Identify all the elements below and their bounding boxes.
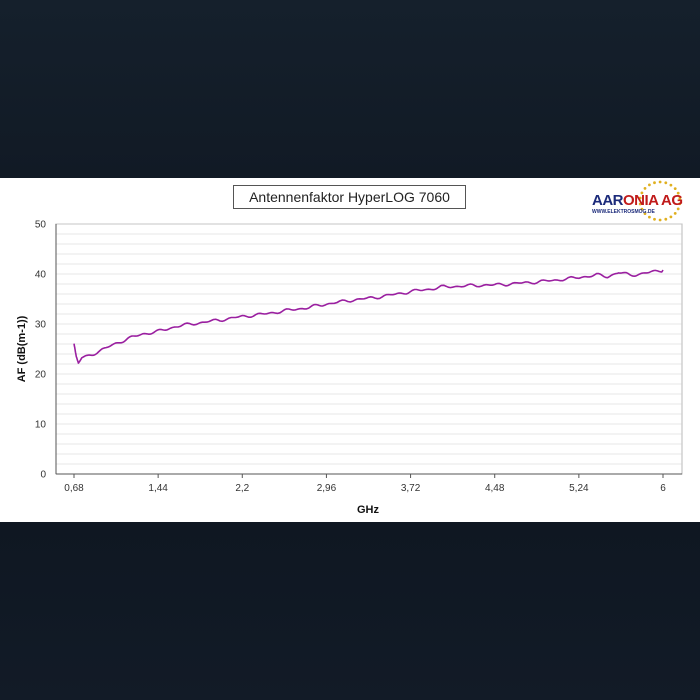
y-tick-label: 0 <box>40 470 46 481</box>
chart-title: Antennenfaktor HyperLOG 7060 <box>233 185 466 209</box>
y-tick-label: 20 <box>35 370 47 381</box>
y-tick-label: 30 <box>35 320 47 331</box>
x-tick-label: 3,72 <box>401 483 421 494</box>
x-axis-label: GHz <box>357 504 380 516</box>
x-tick-label: 0,68 <box>64 483 84 494</box>
x-tick-label: 5,24 <box>569 483 589 494</box>
logo-brand: AARONIA AG <box>592 192 683 209</box>
y-tick-label: 50 <box>35 220 47 231</box>
x-tick-label: 6 <box>660 483 666 494</box>
x-tick-label: 1,44 <box>148 483 168 494</box>
series-line <box>73 269 664 364</box>
logo-url: WWW.ELEKTROSMOG.DE <box>592 209 655 215</box>
x-tick-label: 2,2 <box>235 483 249 494</box>
x-tick-label: 4,48 <box>485 483 505 494</box>
y-tick-label: 10 <box>35 420 47 431</box>
line-chart: 0 10 20 30 40 50 0,68 1,44 2,2 2,96 3,72 4,48 5,24 6 G… <box>16 220 683 516</box>
aaronia-logo: AARONIA AG WWW.ELEKTROSMOG.DE <box>586 180 686 222</box>
y-tick-label: 40 <box>35 270 47 281</box>
logo-ring-icon <box>638 180 682 222</box>
plot-area <box>55 223 683 475</box>
y-axis-label: AF (dB(m-1)) <box>16 315 28 382</box>
chart-panel: 0 10 20 30 40 50 0,68 1,44 2,2 2,96 3,72 4,48 5,24 6 G… <box>0 178 700 522</box>
x-tick-label: 2,96 <box>317 483 337 494</box>
